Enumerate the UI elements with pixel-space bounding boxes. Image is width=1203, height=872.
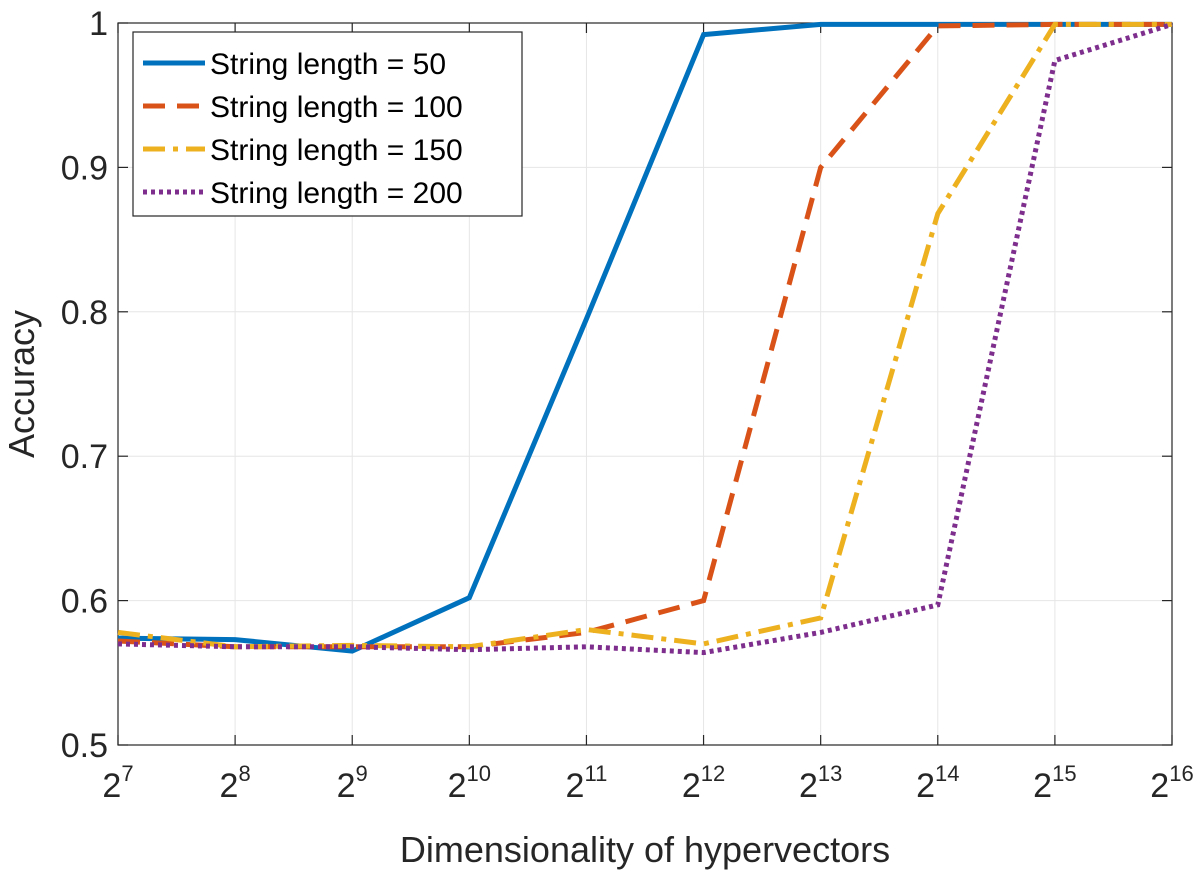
x-tick-exponent: 16 (1169, 761, 1193, 786)
legend: String length = 50 String length = 100 Str… (132, 31, 523, 217)
x-tick-exponent: 7 (121, 761, 133, 786)
y-axis-title: Accuracy (1, 310, 42, 458)
series-line-3 (117, 21, 1172, 650)
x-tick-base: 2 (682, 767, 701, 805)
x-tick-label: 211 (566, 761, 608, 805)
x-tick-exponent: 13 (818, 761, 842, 786)
x-tick-label: 29 (337, 761, 368, 805)
legend-label-1: String length = 50 (210, 48, 446, 81)
x-tick-base: 2 (102, 767, 121, 805)
x-tick-base: 2 (220, 767, 239, 805)
x-tick-base: 2 (916, 767, 935, 805)
legend-label-3: String length = 150 (210, 134, 463, 167)
x-tick-exponent: 12 (701, 761, 725, 786)
x-tick-exponent: 15 (1052, 761, 1076, 786)
y-tick-label: 0.6 (61, 583, 108, 621)
x-tick-exponent: 9 (356, 761, 368, 786)
x-tick-base: 2 (566, 767, 585, 805)
x-tick-label: 27 (102, 761, 133, 805)
x-tick-exponent: 10 (467, 761, 491, 786)
y-tick-label: 1 (89, 5, 108, 43)
x-axis-title: Dimensionality of hypervectors (400, 829, 890, 870)
data-series (117, 21, 1173, 656)
x-tick-label: 216 (1150, 761, 1193, 805)
x-tick-label: 210 (448, 761, 491, 805)
x-tick-label: 214 (916, 761, 959, 805)
y-tick-label: 0.8 (61, 294, 108, 332)
x-tick-exponent: 8 (238, 761, 250, 786)
y-tick-label: 0.9 (61, 149, 108, 187)
x-tick-exponent: 14 (935, 761, 959, 786)
x-tick-base: 2 (1033, 767, 1052, 805)
x-tick-base: 2 (799, 767, 818, 805)
x-tick-label: 213 (799, 761, 842, 805)
x-tick-base: 2 (448, 767, 467, 805)
legend-label-2: String length = 100 (210, 91, 463, 124)
y-tick-label: 0.7 (61, 438, 108, 476)
x-tick-base: 2 (1150, 767, 1169, 805)
y-tick-label: 0.5 (61, 727, 108, 765)
x-tick-label: 212 (682, 761, 725, 805)
x-tick-base: 2 (337, 767, 356, 805)
plot-area-frame (117, 22, 1173, 746)
x-tick-label: 215 (1033, 761, 1076, 805)
x-tick-label: 28 (220, 761, 251, 805)
x-tick-exponent: 11 (584, 761, 607, 786)
legend-label-4: String length = 200 (210, 177, 463, 210)
axis-ticks: 27 28 29 210 211 212 213 214 215 2160.50.60.70.80… (61, 5, 1194, 805)
